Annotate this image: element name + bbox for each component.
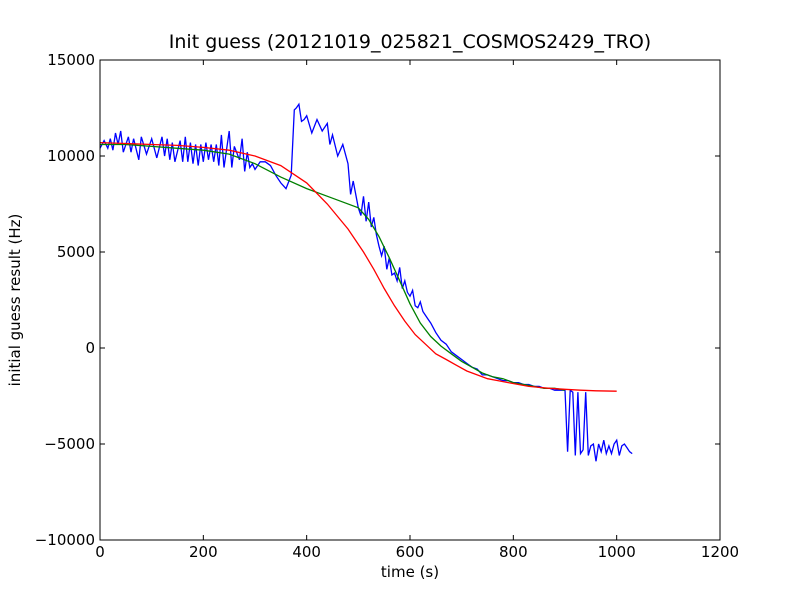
- series-line-0: [99, 102, 633, 462]
- y-tick-label: 5000: [57, 243, 95, 261]
- x-axis-label: time (s): [381, 563, 439, 581]
- series-line-1: [100, 143, 566, 391]
- y-tick-label: −5000: [44, 435, 95, 453]
- y-tick-label: 15000: [47, 51, 95, 69]
- plot-lines: [99, 102, 633, 462]
- y-tick-label: −10000: [35, 531, 95, 549]
- y-axis-label: initial guess result (Hz): [6, 214, 24, 387]
- x-tick-label: 200: [189, 543, 218, 561]
- x-tick-label: 1200: [701, 543, 739, 561]
- x-tick-label: 400: [292, 543, 321, 561]
- x-tick-label: 1000: [598, 543, 636, 561]
- x-tick-label: 0: [95, 543, 105, 561]
- y-tick-label: 0: [85, 339, 95, 357]
- x-tick-label: 800: [499, 543, 528, 561]
- series-line-2: [99, 141, 617, 392]
- axis-ticks: 0 200 400 600 800 1000 1200 −10000 −5000 0 5000 100…: [35, 51, 739, 561]
- y-tick-label: 10000: [47, 147, 95, 165]
- chart-title: Init guess (20121019_025821_COSMOS2429_T…: [169, 31, 651, 53]
- plot-frame: [99, 59, 721, 541]
- x-tick-label: 600: [396, 543, 425, 561]
